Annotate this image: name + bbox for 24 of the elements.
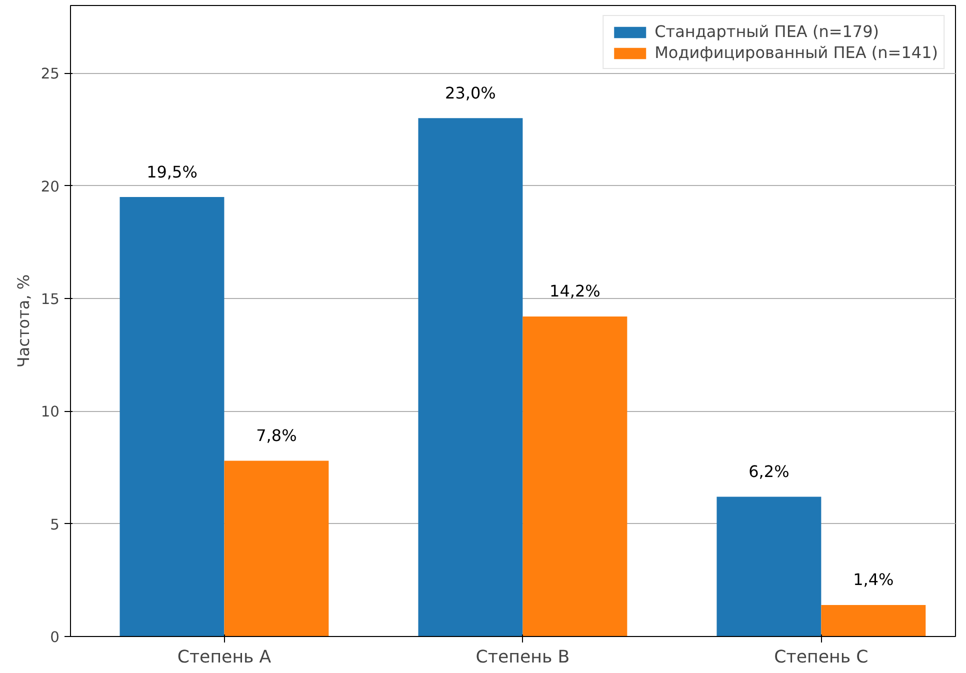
data-label: 7,8% (256, 426, 297, 445)
bar (224, 460, 329, 636)
y-tick-label: 20 (40, 178, 60, 196)
x-tick-label: Степень A (177, 648, 272, 668)
x-tick-label: Степень B (476, 648, 570, 668)
y-axis-title: Частота, % (14, 274, 33, 368)
data-label: 19,5% (146, 162, 198, 182)
bar (418, 118, 523, 636)
legend-label: Модифицированный ПЕА (n=141) (654, 43, 938, 62)
bar (716, 496, 822, 636)
data-label: 14,2% (550, 282, 600, 301)
legend-label: Стандартный ПЕА (n=179) (654, 22, 880, 41)
bar (120, 197, 224, 636)
x-tick-label: Степень C (774, 648, 868, 668)
y-tick-label: 0 (50, 629, 60, 646)
y-tick-label: 10 (40, 404, 60, 421)
bar (821, 604, 926, 636)
bar (522, 316, 628, 636)
y-tick-label: 5 (50, 516, 60, 534)
y-tick-label: 15 (40, 290, 60, 308)
data-label: 6,2% (748, 462, 790, 482)
y-tick-label: 25 (40, 66, 60, 83)
data-label: 1,4% (853, 570, 894, 590)
data-label: 23,0% (445, 83, 496, 102)
